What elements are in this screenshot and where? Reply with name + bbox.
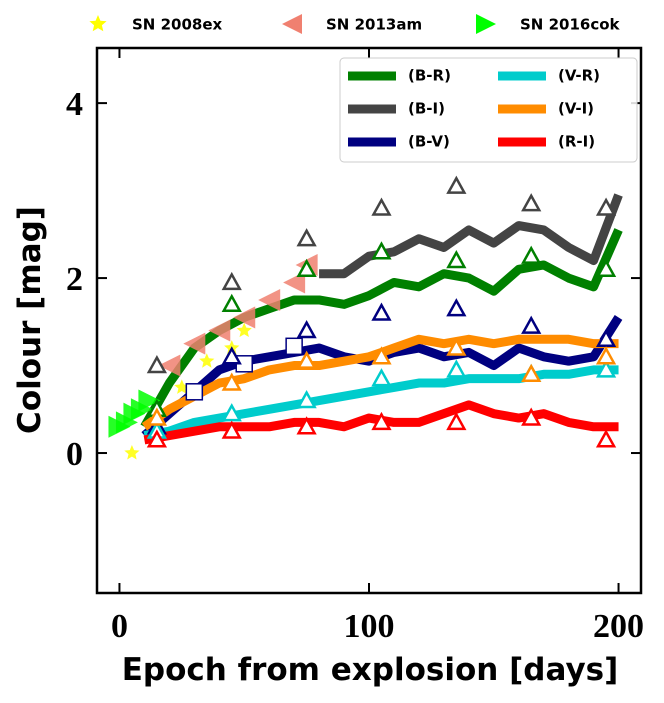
triangle-marker xyxy=(371,241,392,260)
triangle-marker xyxy=(521,245,542,264)
triangle-marker xyxy=(446,359,467,378)
legend-label: (V-R) xyxy=(558,67,600,85)
triangle-marker xyxy=(221,346,242,365)
triangle-marker xyxy=(221,420,242,439)
legend-label: SN 2016cok xyxy=(520,16,621,34)
star-marker xyxy=(89,15,107,32)
star-marker xyxy=(124,445,140,460)
triangle-marker xyxy=(595,258,617,277)
x-axis-label: Epoch from explosion [days] xyxy=(122,652,619,688)
triangle-marker xyxy=(595,328,617,347)
triangle-marker xyxy=(521,315,542,334)
triangle-marker xyxy=(595,346,617,365)
triangle-marker xyxy=(183,332,206,355)
x-tick-label: 200 xyxy=(593,608,644,645)
x-tick-label: 100 xyxy=(344,608,395,645)
square-marker xyxy=(285,337,303,356)
triangle-marker xyxy=(595,197,617,216)
triangle-marker xyxy=(221,372,242,391)
triangle-marker xyxy=(595,429,617,448)
legend-label: (B-I) xyxy=(408,100,445,118)
triangle-marker xyxy=(296,416,317,435)
colour-curve xyxy=(319,193,623,279)
triangle-marker xyxy=(282,14,302,34)
triangle-marker xyxy=(521,407,542,426)
triangle-marker xyxy=(446,250,467,269)
legend-label: (R-I) xyxy=(558,133,595,151)
colour-curve xyxy=(143,365,619,440)
triangle-marker xyxy=(138,389,161,412)
legend-label: SN 2008ex xyxy=(132,16,223,34)
triangle-marker xyxy=(371,197,392,216)
triangle-marker xyxy=(446,411,467,431)
triangle-marker xyxy=(371,411,392,431)
triangle-marker xyxy=(146,407,168,426)
legend-label: SN 2013am xyxy=(326,16,422,34)
y-tick-label: 4 xyxy=(66,86,83,123)
triangle-marker xyxy=(233,306,256,329)
legend-label: (B-R) xyxy=(408,67,451,85)
triangle-marker xyxy=(258,288,281,311)
triangle-marker xyxy=(208,319,231,342)
star-marker xyxy=(236,322,252,337)
triangle-marker xyxy=(221,293,242,312)
triangle-marker xyxy=(296,389,317,409)
triangle-marker xyxy=(446,298,467,317)
triangle-marker xyxy=(146,429,168,448)
triangle-marker xyxy=(296,228,317,247)
triangle-marker xyxy=(371,368,392,387)
legend-box xyxy=(339,57,638,163)
y-tick-label: 2 xyxy=(66,261,83,298)
x-tick-label: 0 xyxy=(111,608,128,645)
triangle-marker xyxy=(221,403,242,422)
y-axis-label: Colour [mag] xyxy=(12,206,48,434)
triangle-marker xyxy=(521,363,542,382)
plot-frame xyxy=(95,46,643,595)
triangle-marker xyxy=(595,359,617,378)
triangle-marker xyxy=(446,175,467,194)
triangle-marker xyxy=(476,14,496,34)
square-marker xyxy=(185,383,204,401)
triangle-marker xyxy=(158,354,181,377)
star-marker xyxy=(199,353,215,368)
triangle-marker xyxy=(446,337,467,356)
triangle-marker xyxy=(371,302,392,321)
y-tick-label: 0 xyxy=(66,436,83,473)
legend-label: (B-V) xyxy=(408,133,450,151)
triangle-marker xyxy=(221,271,242,291)
triangle-marker xyxy=(296,258,317,277)
triangle-marker xyxy=(371,346,392,365)
triangle-marker xyxy=(521,193,542,212)
triangle-marker xyxy=(146,354,168,374)
triangle-marker xyxy=(296,319,317,339)
triangle-marker xyxy=(296,350,317,369)
legend-label: (V-I) xyxy=(558,100,594,118)
